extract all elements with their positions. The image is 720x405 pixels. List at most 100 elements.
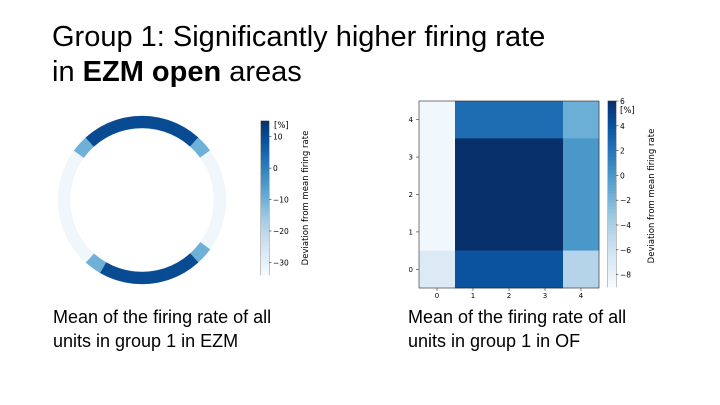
of-colorbar-step: [608, 246, 616, 251]
ezm-ring-segment: [132, 271, 152, 285]
ezm-colorbar-step: [261, 141, 269, 145]
of-colorbar-step: [608, 138, 616, 142]
title-line-1: Group 1: Significantly higher firing rat…: [52, 21, 546, 53]
ezm-colorbar-step: [261, 131, 269, 135]
of-heatmap-cell: [491, 213, 528, 251]
of-colorbar-step: [608, 181, 616, 186]
ezm-colorbar-step: [261, 177, 269, 181]
ezm-colorbar-step: [261, 262, 269, 266]
of-colorbar-step: [608, 178, 616, 183]
of-heatmap-cell: [563, 138, 600, 177]
of-heatmap-cell: [563, 250, 600, 289]
ezm-caption-line-2: units in group 1 in EZM: [53, 331, 239, 351]
ezm-colorbar-step: [261, 172, 269, 176]
ezm-colorbar-step: [261, 218, 269, 222]
of-colorbar-step: [608, 277, 616, 282]
ezm-colorbar-step: [261, 180, 269, 184]
ezm-colorbar-step: [261, 123, 269, 127]
ezm-colorbar-step: [261, 239, 269, 243]
of-x-tick-label: 3: [543, 292, 547, 300]
of-colorbar-step: [608, 135, 616, 139]
of-colorbar-tick-label: 2: [620, 147, 625, 156]
of-x-tick-label: 2: [507, 292, 511, 300]
of-colorbar-step: [608, 265, 616, 269]
of-heatmap-cell: [455, 250, 492, 289]
ezm-colorbar-tick-label: −20: [273, 227, 289, 236]
of-colorbar-step: [608, 194, 616, 198]
of-heatmap-cell: [455, 138, 492, 177]
ezm-colorbar-step: [261, 156, 269, 161]
ezm-colorbar-step: [261, 151, 269, 155]
of-colorbar-step: [608, 218, 616, 223]
of-heatmap-cell: [491, 175, 528, 214]
of-colorbar-tick-label: 4: [620, 122, 625, 131]
of-colorbar-step: [608, 252, 616, 257]
ezm-colorbar-step: [261, 159, 269, 163]
of-colorbar-label: Deviation from mean firing rate: [647, 129, 657, 264]
ezm-colorbar-step: [261, 272, 269, 276]
of-heatmap-cell: [419, 250, 456, 289]
of-colorbar-step: [608, 206, 616, 211]
of-colorbar-step: [608, 225, 616, 229]
of-colorbar-step: [608, 209, 616, 214]
ezm-colorbar-step: [261, 221, 269, 225]
ezm-colorbar-step: [261, 254, 269, 258]
ezm-colorbar-step: [261, 133, 269, 137]
of-colorbar-unit: [%]: [620, 106, 635, 116]
of-colorbar-step: [608, 107, 616, 111]
of-colorbar-step: [608, 166, 616, 170]
ezm-colorbar-step: [261, 162, 269, 166]
of-colorbar-tick-label: 6: [620, 97, 625, 106]
ezm-colorbar-step: [261, 164, 269, 168]
ezm-colorbar-step: [261, 231, 269, 235]
ezm-colorbar-tick-label: 10: [273, 133, 283, 142]
of-colorbar-step: [608, 110, 616, 114]
ezm-colorbar-step: [261, 198, 269, 202]
of-colorbar-step: [608, 113, 616, 118]
ezm-colorbar-step: [261, 244, 269, 248]
ezm-colorbar-step: [261, 249, 269, 253]
of-colorbar-step: [608, 187, 616, 192]
ezm-colorbar-step: [261, 154, 269, 158]
ezm-colorbar-step: [261, 128, 269, 132]
ezm-colorbar-step: [261, 182, 269, 186]
ezm-colorbar-step: [261, 213, 269, 217]
ezm-colorbar-step: [261, 269, 269, 274]
of-colorbar-step: [608, 150, 616, 155]
ezm-colorbar-step: [261, 251, 269, 256]
ezm-ring-segment: [212, 182, 227, 201]
of-colorbar-step: [608, 132, 616, 136]
of-y-tick-label: 2: [409, 191, 413, 199]
ezm-colorbar-step: [261, 226, 269, 230]
of-grid-heatmap: 0 1 2 3 4 0 1 2 3 4 6 4 2 0 −2 −4 −6 −8 [%] Deviation fr…: [409, 97, 657, 300]
of-caption-line-2: units in group 1 in OF: [408, 331, 581, 351]
ezm-colorbar-step: [261, 210, 269, 214]
of-colorbar-tick-label: −8: [620, 271, 631, 280]
of-colorbar-step: [608, 190, 616, 195]
ezm-colorbar-step: [261, 126, 269, 130]
ezm-colorbar-step: [261, 169, 269, 173]
of-heatmap-cell: [455, 213, 492, 251]
ezm-ring-segment: [149, 268, 169, 284]
of-colorbar-step: [608, 147, 616, 152]
ezm-ring-segment: [132, 115, 152, 129]
of-heatmap-cell: [527, 101, 564, 139]
of-heatmap-cell: [527, 175, 564, 214]
ezm-colorbar-tick-label: −30: [273, 258, 289, 267]
of-heatmap-cell: [419, 138, 456, 177]
ezm-ring-segment: [57, 199, 72, 218]
of-colorbar-step: [608, 116, 616, 121]
ezm-colorbar-step: [261, 167, 269, 171]
ezm-colorbar-step: [261, 264, 269, 268]
slide-title: Group 1: Significantly higher firing rat…: [52, 20, 545, 90]
title-line-2: in EZM open areas: [52, 55, 545, 90]
ezm-ring-segment: [212, 199, 227, 218]
of-heatmap-cell: [527, 250, 564, 289]
of-colorbar-step: [608, 256, 616, 260]
of-colorbar-step: [608, 197, 616, 201]
of-colorbar-step: [608, 231, 616, 235]
of-colorbar-step: [608, 169, 616, 173]
ezm-colorbar-step: [261, 203, 269, 207]
of-colorbar-step: [608, 175, 616, 180]
of-heatmap-cell: [455, 175, 492, 214]
